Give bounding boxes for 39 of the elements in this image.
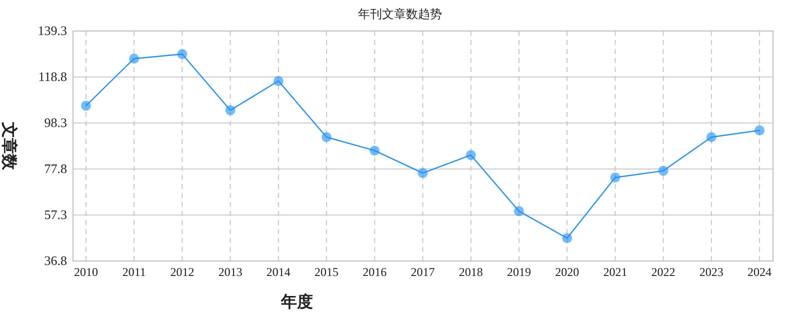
point <box>610 172 620 183</box>
x-tick-label: 2016 <box>362 265 387 279</box>
y-axis-title: 文章数 <box>0 121 18 171</box>
y-tick-label: 36.8 <box>44 253 67 268</box>
x-tick-label: 2019 <box>506 265 531 279</box>
x-tick-label: 2024 <box>748 265 772 279</box>
x-tick-label: 2020 <box>555 265 580 279</box>
point <box>418 168 428 178</box>
point <box>80 100 91 111</box>
y-tick-label: 118.8 <box>38 69 67 84</box>
x-tick-label: 2017 <box>410 265 435 279</box>
x-tick-label: 2011 <box>122 265 146 279</box>
point <box>706 132 716 142</box>
y-tick-label: 98.3 <box>44 115 67 130</box>
x-tick-label: 2013 <box>218 265 242 279</box>
point <box>322 132 332 142</box>
point <box>466 150 476 160</box>
point <box>562 233 572 244</box>
x-tick-label: 2023 <box>699 265 724 279</box>
x-tick-label: 2012 <box>170 265 194 279</box>
point <box>754 125 765 136</box>
point <box>370 146 380 156</box>
x-tick-label: 2014 <box>266 265 290 279</box>
x-tick-label: 2015 <box>314 265 339 279</box>
point <box>177 49 188 60</box>
point <box>658 166 668 176</box>
point <box>225 105 236 116</box>
point <box>129 54 140 64</box>
x-tick-label: 2010 <box>74 265 98 279</box>
x-tick-label: 2018 <box>458 265 483 279</box>
y-tick-label: 77.8 <box>44 161 67 176</box>
chart-title: 年刊文章数趋势 <box>358 7 442 21</box>
y-tick-label: 139.3 <box>38 23 67 38</box>
point <box>273 76 284 86</box>
x-tick-label: 2021 <box>603 265 628 279</box>
y-tick-label: 57.3 <box>44 207 67 222</box>
point <box>514 206 524 216</box>
x-axis-title: 年度 <box>280 292 313 311</box>
x-tick-label: 2022 <box>651 265 676 279</box>
